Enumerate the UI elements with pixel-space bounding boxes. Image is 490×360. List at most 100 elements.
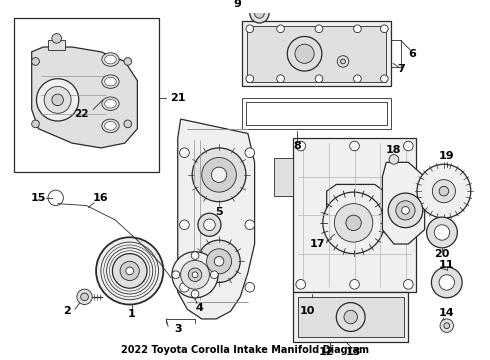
Circle shape xyxy=(180,283,189,292)
Text: 21: 21 xyxy=(170,93,186,103)
Circle shape xyxy=(380,75,388,82)
Text: 2022 Toyota Corolla Intake Manifold Diagram: 2022 Toyota Corolla Intake Manifold Diag… xyxy=(121,345,369,355)
Circle shape xyxy=(191,290,199,298)
Circle shape xyxy=(341,59,345,64)
Bar xyxy=(298,297,404,337)
Ellipse shape xyxy=(102,97,119,111)
Circle shape xyxy=(439,275,454,290)
Circle shape xyxy=(389,155,399,164)
Circle shape xyxy=(198,213,221,236)
Circle shape xyxy=(210,271,218,279)
Circle shape xyxy=(124,120,132,128)
Circle shape xyxy=(202,158,236,192)
Text: 4: 4 xyxy=(196,303,204,313)
Circle shape xyxy=(192,148,246,202)
Circle shape xyxy=(404,280,413,289)
Ellipse shape xyxy=(105,77,116,86)
Circle shape xyxy=(388,193,423,228)
Circle shape xyxy=(444,323,450,329)
Circle shape xyxy=(287,36,322,71)
Circle shape xyxy=(250,4,269,23)
Circle shape xyxy=(81,293,88,301)
Circle shape xyxy=(334,204,373,242)
Circle shape xyxy=(192,272,198,278)
Circle shape xyxy=(277,25,284,33)
Polygon shape xyxy=(178,119,255,319)
Circle shape xyxy=(315,75,323,82)
Circle shape xyxy=(315,25,323,33)
Polygon shape xyxy=(274,158,293,196)
Circle shape xyxy=(198,240,240,283)
Circle shape xyxy=(277,75,284,82)
Circle shape xyxy=(296,141,306,151)
Circle shape xyxy=(255,9,264,18)
Circle shape xyxy=(350,141,359,151)
Circle shape xyxy=(396,201,415,220)
Circle shape xyxy=(188,268,202,282)
Text: 12: 12 xyxy=(319,347,334,357)
Circle shape xyxy=(337,56,349,67)
Ellipse shape xyxy=(102,119,119,132)
Polygon shape xyxy=(32,47,137,148)
Circle shape xyxy=(107,248,153,294)
Ellipse shape xyxy=(102,53,119,66)
Text: 3: 3 xyxy=(174,324,182,334)
Text: 15: 15 xyxy=(31,193,46,203)
Circle shape xyxy=(323,192,384,253)
Circle shape xyxy=(344,310,357,324)
Circle shape xyxy=(52,94,63,105)
Circle shape xyxy=(404,141,413,151)
Polygon shape xyxy=(293,292,408,342)
Bar xyxy=(14,18,159,172)
Circle shape xyxy=(354,75,361,82)
Circle shape xyxy=(52,33,61,43)
Text: 2: 2 xyxy=(63,306,71,316)
Bar xyxy=(48,40,65,50)
Text: 5: 5 xyxy=(215,207,223,217)
Circle shape xyxy=(431,267,462,298)
Circle shape xyxy=(32,58,39,65)
Text: 18: 18 xyxy=(386,145,402,155)
Circle shape xyxy=(101,242,159,300)
Circle shape xyxy=(181,260,209,289)
Text: 10: 10 xyxy=(300,306,315,316)
Text: 14: 14 xyxy=(439,308,455,318)
Circle shape xyxy=(112,253,147,288)
Circle shape xyxy=(172,252,218,298)
Text: 19: 19 xyxy=(439,150,455,161)
Circle shape xyxy=(32,120,39,128)
Circle shape xyxy=(427,217,457,248)
Circle shape xyxy=(77,289,92,305)
Ellipse shape xyxy=(105,121,116,130)
Circle shape xyxy=(434,225,450,240)
Text: 22: 22 xyxy=(74,109,89,119)
Circle shape xyxy=(246,75,254,82)
Circle shape xyxy=(172,271,180,279)
Circle shape xyxy=(180,220,189,230)
Text: 6: 6 xyxy=(408,49,416,59)
Circle shape xyxy=(296,280,306,289)
Circle shape xyxy=(245,220,255,230)
Bar xyxy=(247,26,386,82)
Text: 13: 13 xyxy=(346,347,361,357)
Circle shape xyxy=(439,186,449,196)
Polygon shape xyxy=(327,184,384,220)
Text: 16: 16 xyxy=(93,193,109,203)
Circle shape xyxy=(245,148,255,158)
Circle shape xyxy=(126,267,134,275)
Circle shape xyxy=(432,180,455,203)
Circle shape xyxy=(354,25,361,33)
Circle shape xyxy=(207,249,232,274)
Circle shape xyxy=(380,25,388,33)
Bar xyxy=(246,102,387,125)
Circle shape xyxy=(246,25,254,33)
Circle shape xyxy=(120,261,139,280)
Circle shape xyxy=(440,319,454,332)
Ellipse shape xyxy=(105,55,116,64)
Circle shape xyxy=(336,303,365,332)
Circle shape xyxy=(350,280,359,289)
Text: 7: 7 xyxy=(397,64,405,74)
Circle shape xyxy=(346,215,361,230)
Circle shape xyxy=(36,79,79,121)
Circle shape xyxy=(204,219,215,230)
